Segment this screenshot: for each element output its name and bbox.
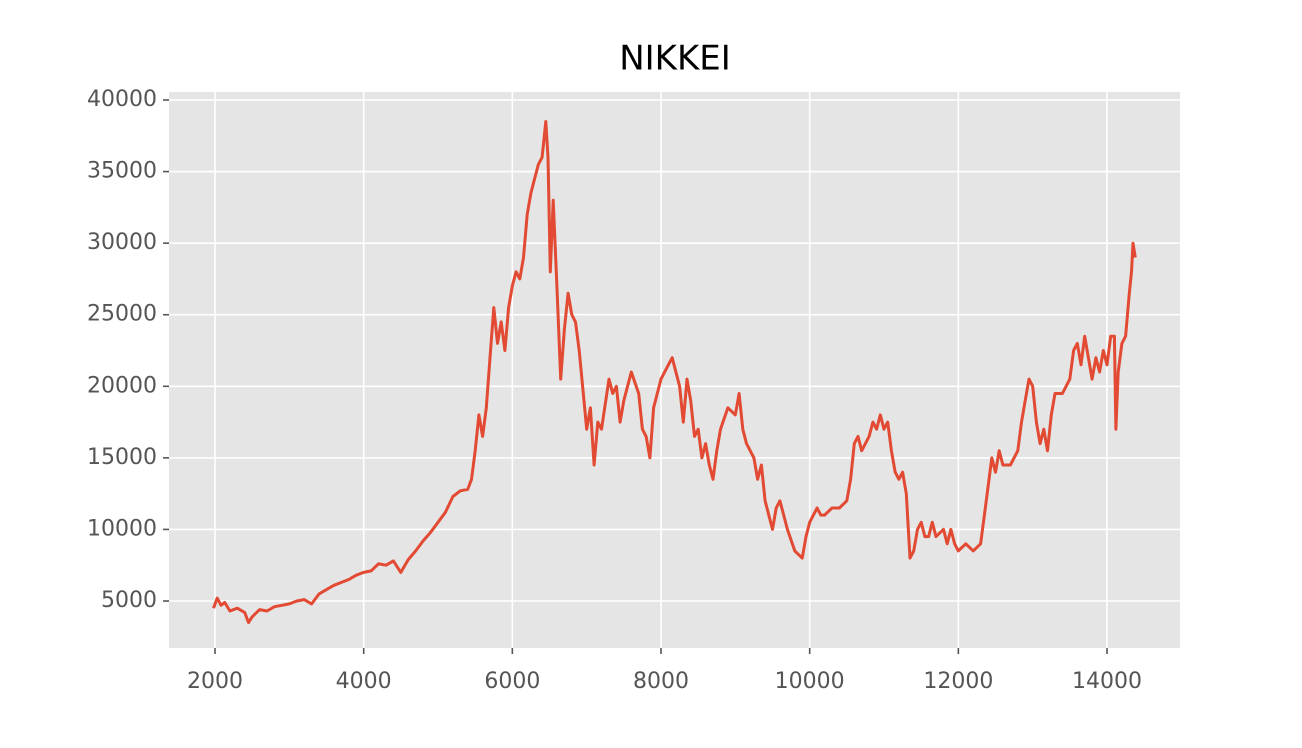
x-tick-label: 6000 — [484, 669, 540, 694]
y-tick-label: 30000 — [87, 230, 157, 255]
y-tick-label: 40000 — [87, 87, 157, 112]
y-tick-label: 15000 — [87, 445, 157, 470]
y-tick-label: 5000 — [101, 588, 157, 613]
line — [212, 120, 1137, 624]
x-tick-label: 2000 — [187, 669, 243, 694]
y-tick-label: 20000 — [87, 373, 157, 398]
x-tick-label: 10000 — [775, 669, 845, 694]
x-tick-label: 14000 — [1072, 669, 1142, 694]
x-tick-label: 12000 — [923, 669, 993, 694]
y-tick-label: 35000 — [87, 159, 157, 184]
y-tick-label: 25000 — [87, 302, 157, 327]
y-tick-label: 10000 — [87, 516, 157, 541]
chart-title: NIKKEI — [619, 39, 731, 79]
x-tick-label: 4000 — [336, 669, 392, 694]
x-tick-label: 8000 — [633, 669, 689, 694]
